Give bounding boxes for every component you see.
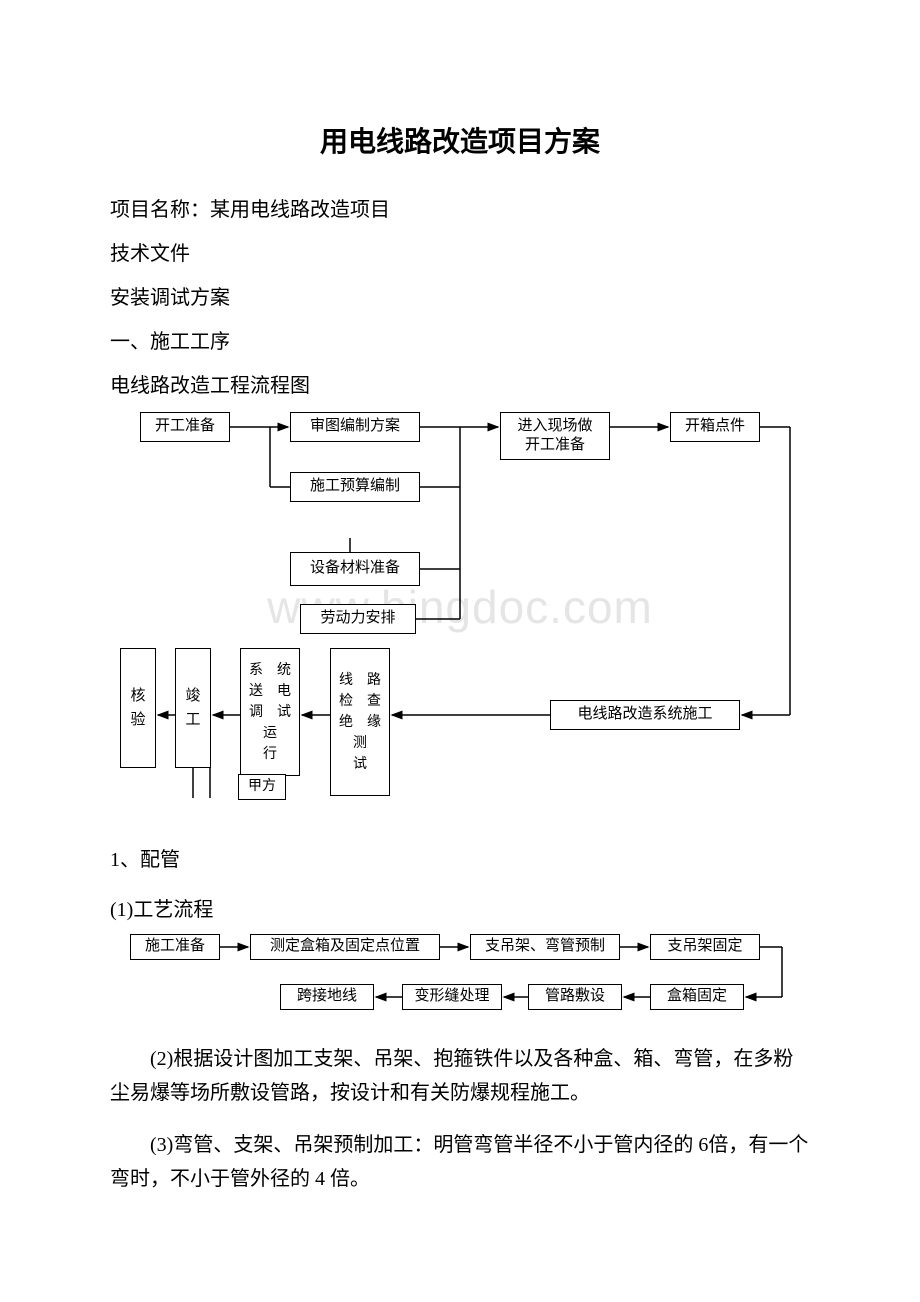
node-enter-site: 进入现场做 开工准备 [500, 412, 610, 460]
project-name-line: 项目名称：某用电线路改造项目 [110, 190, 810, 230]
node-system-test: 系 统 送 电 调 试 运 行 [240, 648, 300, 776]
section2-sub: (1)工艺流程 [110, 890, 810, 930]
node-label: 核 验 [130, 684, 145, 732]
node-joint-handle: 变形缝处理 [402, 984, 502, 1010]
node-label: 施工准备 [145, 937, 205, 957]
node-construct-prep: 施工准备 [130, 934, 220, 960]
tech-doc-line: 技术文件 [110, 234, 810, 274]
install-plan-line: 安装调试方案 [110, 278, 810, 318]
node-material-prep: 设备材料准备 [290, 552, 420, 586]
node-labor: 劳动力安排 [300, 604, 416, 634]
node-label: 测定盒箱及固定点位置 [270, 937, 420, 957]
node-owner: 甲方 [238, 774, 286, 800]
node-pipe-lay: 管路敷设 [528, 984, 622, 1010]
node-ground-wire: 跨接地线 [280, 984, 374, 1010]
node-label: 审图编制方案 [310, 417, 400, 437]
node-label: 盒箱固定 [667, 987, 727, 1007]
paragraph-2: (2)根据设计图加工支架、吊架、抱箍铁件以及各种盒、箱、弯管，在多粉尘易爆等场所… [110, 1042, 810, 1110]
node-line-test: 线 路 检 查 绝 缘 测 试 [330, 648, 390, 796]
node-label: 设备材料准备 [310, 559, 400, 579]
node-box-fix: 盒箱固定 [650, 984, 744, 1010]
node-label: 变形缝处理 [414, 987, 489, 1007]
node-label: 开工准备 [155, 417, 215, 437]
node-label: 施工预算编制 [310, 477, 400, 497]
node-bracket-prefab: 支吊架、弯管预制 [470, 934, 620, 960]
node-label: 开箱点件 [685, 417, 745, 437]
section1-heading: 一、施工工序 [110, 322, 810, 362]
node-complete: 竣 工 [175, 648, 211, 768]
node-unbox-check: 开箱点件 [670, 412, 760, 442]
node-label: 管路敷设 [545, 987, 605, 1007]
page-content: 用电线路改造项目方案 项目名称：某用电线路改造项目 技术文件 安装调试方案 一、… [0, 0, 920, 1196]
flowchart1-caption: 电线路改造工程流程图 [110, 366, 810, 406]
node-label: 系 统 送 电 调 试 运 行 [249, 660, 291, 765]
node-label: 甲方 [248, 778, 276, 796]
node-label: 跨接地线 [297, 987, 357, 1007]
node-system-construct: 电线路改造系统施工 [550, 700, 740, 730]
node-label: 支吊架、弯管预制 [485, 937, 605, 957]
node-label: 线 路 检 查 绝 缘 测 试 [339, 670, 381, 775]
flowchart-lines [120, 412, 800, 812]
paragraph-3: (3)弯管、支架、吊架预制加工：明管弯管半径不小于管内径的 6倍，有一个弯时，不… [110, 1128, 810, 1196]
node-verify: 核 验 [120, 648, 156, 768]
node-start-prep: 开工准备 [140, 412, 230, 442]
node-label: 进入现场做 开工准备 [517, 417, 592, 456]
node-budget: 施工预算编制 [290, 472, 420, 502]
node-label: 竣 工 [185, 684, 200, 732]
flowchart-main: 开工准备 审图编制方案 进入现场做 开工准备 开箱点件 施工预算编制 设备材料准… [120, 412, 800, 812]
section2-heading: 1、配管 [110, 840, 810, 880]
flowchart-pipe: 施工准备 测定盒箱及固定点位置 支吊架、弯管预制 支吊架固定 盒箱固定 管路敷设… [130, 934, 810, 1024]
node-label: 电线路改造系统施工 [577, 705, 712, 725]
node-label: 劳动力安排 [320, 609, 395, 629]
page-title: 用电线路改造项目方案 [110, 120, 810, 160]
node-measure-box: 测定盒箱及固定点位置 [250, 934, 440, 960]
node-bracket-fix: 支吊架固定 [650, 934, 760, 960]
node-label: 支吊架固定 [667, 937, 742, 957]
node-review-plan: 审图编制方案 [290, 412, 420, 442]
